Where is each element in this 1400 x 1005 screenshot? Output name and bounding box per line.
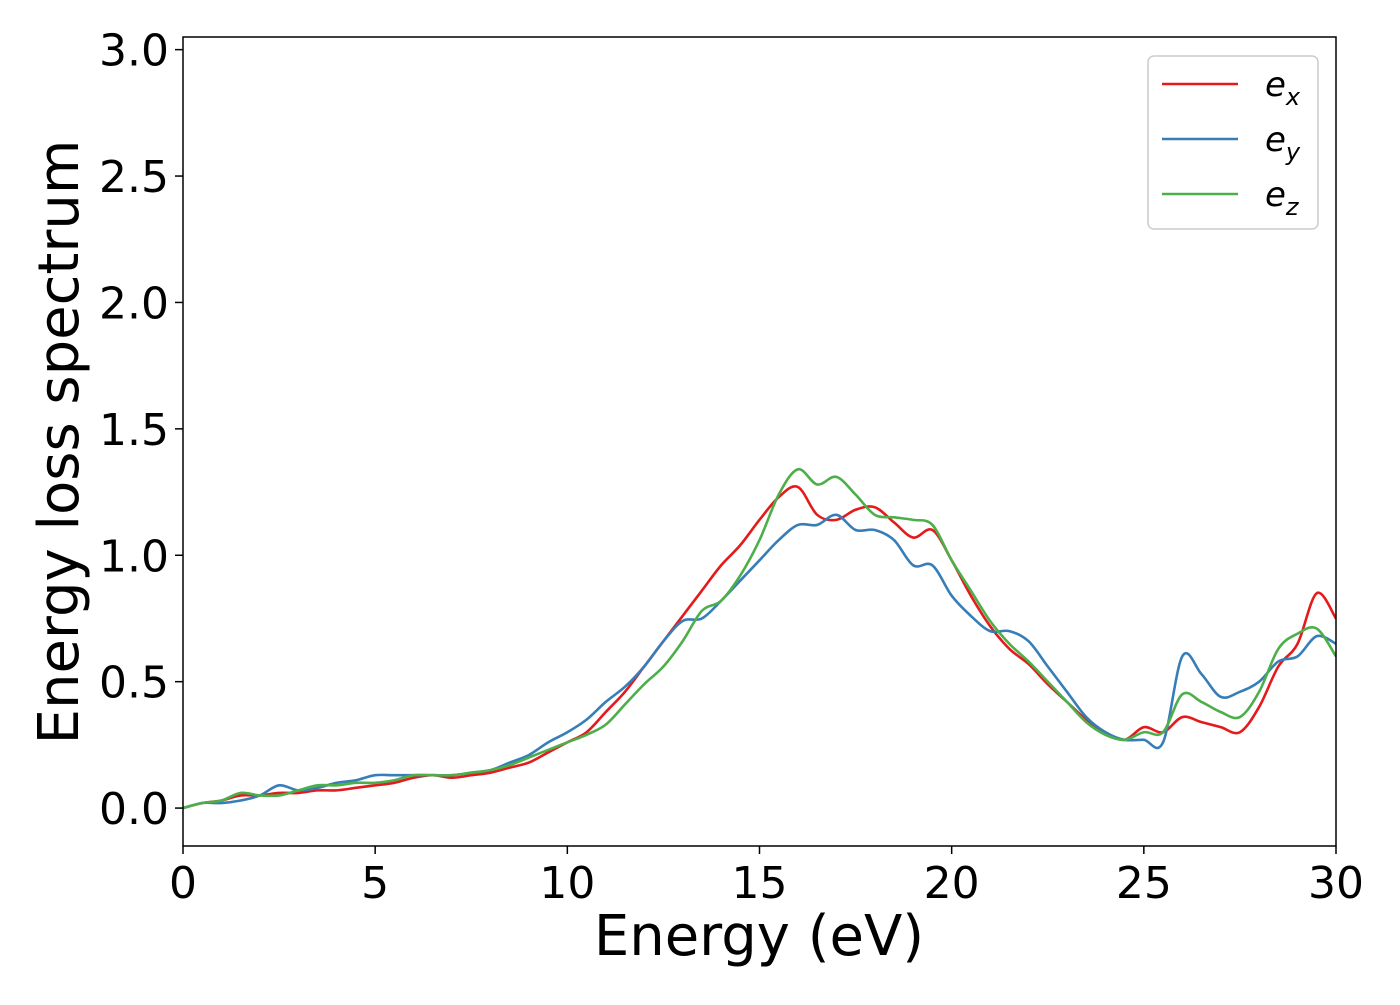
- legend-label-base: e: [1265, 65, 1286, 105]
- x-axis-ticks: 0 5 10 15 20 25 30: [169, 846, 1364, 909]
- legend-label-base: e: [1265, 120, 1286, 160]
- y-tick-label: 0.5: [99, 658, 169, 709]
- legend-label-subscript: x: [1285, 83, 1301, 111]
- legend-label-e-y: ey: [1265, 120, 1301, 166]
- x-tick-label: 0: [169, 858, 197, 909]
- x-tick-label: 10: [539, 858, 595, 909]
- y-tick-label: 1.5: [99, 405, 169, 456]
- y-axis-label: Energy loss spectrum: [27, 140, 92, 745]
- y-tick-label: 2.0: [99, 278, 169, 329]
- series-line-e-y: [183, 513, 1336, 810]
- y-axis-ticks: 0.0 0.5 1.0 1.5 2.0 2.5 3.0: [99, 26, 183, 835]
- legend-label-e-x: ex: [1265, 65, 1301, 111]
- legend-label-base: e: [1265, 175, 1286, 215]
- y-tick-label: 1.0: [99, 531, 169, 582]
- legend-box: [1147, 55, 1319, 230]
- x-tick-label: 25: [1116, 858, 1172, 909]
- legend-label-e-z: ez: [1265, 175, 1300, 221]
- x-tick-label: 30: [1308, 858, 1364, 909]
- series-lines: [183, 468, 1336, 810]
- series-line-e-z: [183, 468, 1336, 810]
- x-axis-label: Energy (eV): [594, 904, 924, 969]
- y-tick-label: 0.0: [99, 784, 169, 835]
- y-tick-label: 2.5: [99, 152, 169, 203]
- x-tick-label: 5: [361, 858, 389, 909]
- y-tick-label: 3.0: [99, 26, 169, 77]
- legend-label-subscript: z: [1285, 193, 1300, 221]
- series-line-e-x: [183, 485, 1336, 810]
- x-tick-label: 15: [732, 858, 788, 909]
- legend-label-subscript: y: [1285, 138, 1301, 166]
- x-tick-label: 20: [924, 858, 980, 909]
